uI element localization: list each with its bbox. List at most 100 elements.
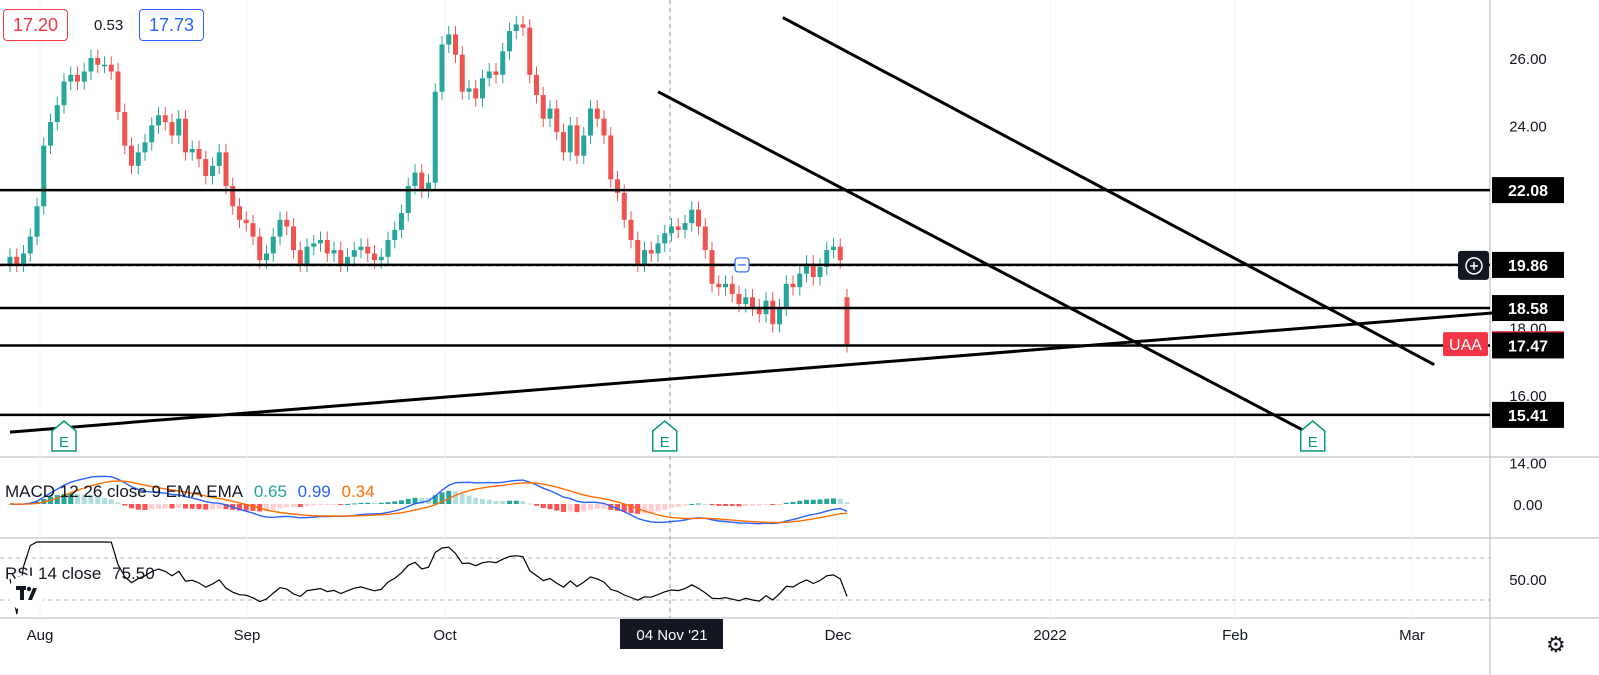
level-price-tag: 17.47 <box>1508 338 1548 355</box>
macd-histogram-bar <box>628 504 634 513</box>
macd-histogram-bar <box>844 502 850 504</box>
candle-body <box>54 105 60 123</box>
candle-body <box>243 219 249 224</box>
macd-histogram-bar <box>210 504 215 510</box>
macd-histogram-bar <box>716 504 722 506</box>
macd-histogram-bar <box>223 504 229 510</box>
macd-histogram-bar <box>743 504 749 506</box>
macd-histogram-bar <box>291 504 296 507</box>
candle-body <box>156 115 161 126</box>
macd-histogram-bar <box>682 504 688 506</box>
candle-body <box>446 34 452 45</box>
candle-body <box>682 223 688 230</box>
macd-histogram-bar <box>459 493 465 504</box>
macd-histogram-bar <box>345 503 350 505</box>
macd-histogram-bar <box>250 504 256 511</box>
candle-body <box>291 226 296 251</box>
candle-body <box>453 34 458 55</box>
candle-body <box>648 250 654 254</box>
macd-histogram-bar <box>405 498 411 504</box>
earnings-marker-label: E <box>59 434 69 451</box>
macd-histogram-bar <box>486 499 492 504</box>
candle-body <box>61 81 67 106</box>
candle-body <box>669 226 674 234</box>
candle-body <box>324 239 330 254</box>
macd-histogram-bar <box>297 504 303 508</box>
macd-histogram-bar <box>831 498 836 504</box>
candle-body <box>716 283 722 288</box>
candle-body <box>34 206 40 237</box>
level-price-tag-bg <box>1492 332 1564 359</box>
candle-body <box>574 125 580 156</box>
macd-histogram-bar <box>810 499 816 504</box>
macd-line-value: 0.99 <box>297 482 331 501</box>
candle-body <box>284 219 290 227</box>
macd-histogram-bar <box>756 504 762 506</box>
time-tick-label: Dec <box>825 627 852 644</box>
low-price-badge: 17.20 <box>3 9 69 41</box>
macd-histogram-bar <box>264 504 269 512</box>
macd-histogram-bar <box>723 504 728 506</box>
candle-body <box>48 122 53 146</box>
macd-histogram-bar <box>392 501 398 504</box>
macd-histogram-bar <box>156 504 161 509</box>
crosshair-date-tag-bg <box>620 619 723 649</box>
candle-body <box>237 206 242 220</box>
candle-body <box>41 145 47 207</box>
macd-histogram-bar <box>432 495 438 504</box>
candle-body <box>338 250 344 264</box>
macd-histogram-bar <box>324 504 330 505</box>
candle-body <box>480 78 485 99</box>
macd-histogram-bar <box>669 504 674 509</box>
macd-histogram-bar <box>237 504 242 511</box>
candle-body <box>696 209 701 227</box>
candle-body <box>183 118 188 153</box>
macd-histogram-bar <box>318 504 323 505</box>
time-tick-label: Mar <box>1399 627 1425 644</box>
macd-histogram-bar <box>115 502 121 504</box>
macd-histogram-bar <box>95 496 101 504</box>
macd-histogram-bar <box>729 504 735 507</box>
candle-body <box>459 54 465 92</box>
candle-body <box>547 108 553 119</box>
macd-histogram-bar <box>473 497 479 504</box>
candle-body <box>318 239 323 244</box>
macd-histogram-bar <box>642 504 647 514</box>
candle-body <box>540 95 546 119</box>
macd-histogram-bar <box>702 503 708 505</box>
macd-histogram-bar <box>135 504 141 510</box>
macd-legend[interactable]: MACD 12 26 close 9 EMA EMA 0.65 0.99 0.3… <box>5 482 381 502</box>
candle-body <box>27 236 33 254</box>
symbol-tag: UAA <box>1449 337 1482 354</box>
earnings-marker-icon <box>51 420 77 452</box>
macd-histogram-bar <box>750 504 755 506</box>
macd-histogram-bar <box>331 504 337 505</box>
time-tick-label: Feb <box>1222 627 1248 644</box>
macd-histogram-bar <box>797 500 803 504</box>
macd-histogram-bar <box>540 504 546 509</box>
macd-histogram-bar <box>68 493 74 504</box>
macd-histogram-bar <box>189 504 195 509</box>
macd-histogram-bar <box>54 495 60 504</box>
candle-body <box>102 64 107 67</box>
candle-body <box>831 246 836 251</box>
macd-histogram-bar <box>129 504 134 509</box>
candle-body <box>88 58 94 72</box>
candle-body <box>824 250 830 267</box>
candle-body <box>642 250 647 264</box>
macd-histogram-bar <box>588 504 593 510</box>
macd-histogram-bar <box>777 504 782 505</box>
candle-body <box>702 226 708 251</box>
candle-body <box>554 108 560 133</box>
candle-body <box>534 74 539 96</box>
gear-icon[interactable]: ⚙ <box>1546 632 1566 657</box>
candle-body <box>561 132 566 153</box>
candle-body <box>95 58 101 65</box>
macd-hist-value: 0.65 <box>253 482 287 501</box>
macd-histogram-bar <box>507 500 512 504</box>
macd-histogram-bar <box>493 500 499 504</box>
symbol-tag-bg <box>1443 332 1488 357</box>
rsi-line <box>9 541 848 615</box>
earnings-marker-label: E <box>660 434 670 451</box>
